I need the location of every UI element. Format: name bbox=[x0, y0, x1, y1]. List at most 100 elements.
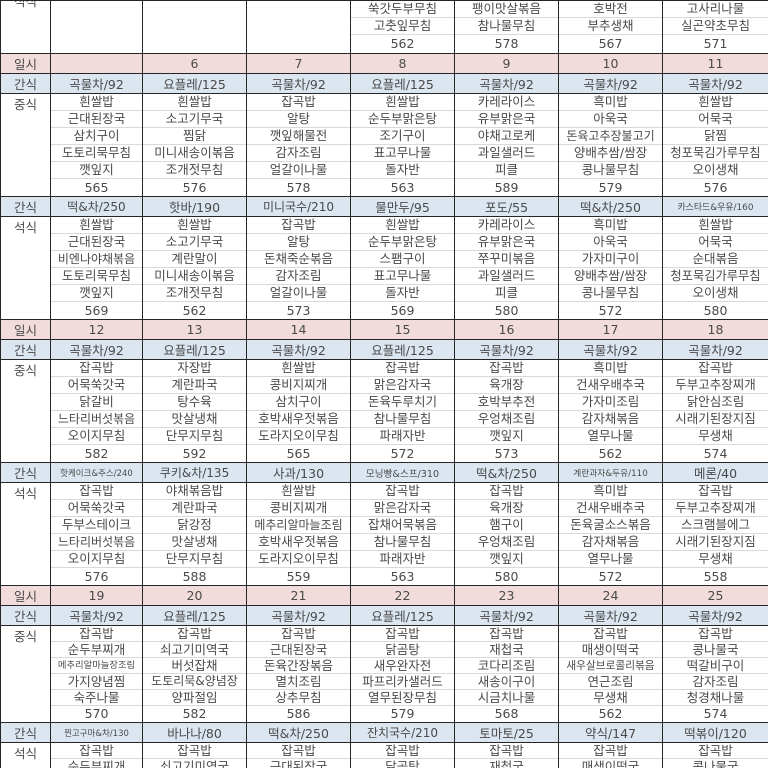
row-label-snack[interactable]: 간식 bbox=[0, 605, 51, 626]
day-cell[interactable]: 19 bbox=[50, 585, 143, 606]
day-cell[interactable] bbox=[50, 53, 143, 74]
row-label-date[interactable]: 일시 bbox=[0, 319, 51, 340]
snack-cell[interactable]: 곡물차/92 bbox=[246, 73, 351, 94]
row-label-dinner[interactable]: 석식 bbox=[0, 216, 51, 320]
lunch-cell[interactable]: 잡곡밥 맑은감자국 돈육두루치기 참나물무침 파래자반 572 bbox=[350, 359, 455, 463]
snack-cell[interactable]: 미니국수/210 bbox=[246, 196, 351, 217]
row-label-snack[interactable]: 간식 bbox=[0, 462, 51, 483]
day-cell[interactable]: 8 bbox=[350, 53, 455, 74]
row-label-lunch[interactable]: 중식 bbox=[0, 359, 51, 463]
dinner-cell[interactable]: 야채볶음밥 계란파국 닭강정 맛살냉채 단무지무침 588 bbox=[142, 482, 247, 586]
snack-cell[interactable]: 곡물차/92 bbox=[558, 605, 663, 626]
dinner-cell[interactable]: 잡곡밥재첩국소불고기새송이구이 bbox=[454, 742, 559, 768]
snack-cell[interactable]: 곡물차/92 bbox=[662, 339, 768, 360]
day-cell[interactable]: 22 bbox=[350, 585, 455, 606]
snack-cell[interactable]: 토마토/25 bbox=[454, 722, 559, 743]
snack-cell[interactable]: 곡물차/92 bbox=[246, 339, 351, 360]
dinner-cell[interactable]: 호박전 부추생채 567 bbox=[558, 0, 663, 54]
snack-cell[interactable]: 떡&차/250 bbox=[454, 462, 559, 483]
snack-cell[interactable]: 핫바/190 bbox=[142, 196, 247, 217]
snack-cell[interactable]: 곡물차/92 bbox=[50, 73, 143, 94]
dinner-cell[interactable]: 고사리나물 실곤약초무침 571 bbox=[662, 0, 768, 54]
dinner-cell[interactable]: 흰쌀밥 순두부맑은탕 스팸구이 표고무나물 돌자반 569 bbox=[350, 216, 455, 320]
snack-cell[interactable]: 찐고구마&차/130 bbox=[50, 722, 143, 743]
day-cell[interactable]: 20 bbox=[142, 585, 247, 606]
snack-cell[interactable]: 떡볶이/120 bbox=[662, 722, 768, 743]
snack-cell[interactable]: 요플레/125 bbox=[350, 73, 455, 94]
day-cell[interactable]: 15 bbox=[350, 319, 455, 340]
dinner-cell[interactable]: 잡곡밥 어묵쑥갓국 두부스테이크 느타리버섯볶음 오이지무침 576 bbox=[50, 482, 143, 586]
row-label-dinner[interactable]: 석식 bbox=[0, 482, 51, 586]
snack-cell[interactable]: 곡물차/92 bbox=[662, 73, 768, 94]
dinner-cell[interactable]: 흰쌀밥 소고기무국 계란말이 미니새송이볶음 조개젓무침 562 bbox=[142, 216, 247, 320]
lunch-cell[interactable]: 흰쌀밥 어묵국 닭찜 청포묵김가루무침 오이생채 576 bbox=[662, 93, 768, 197]
snack-cell[interactable]: 약식/147 bbox=[558, 722, 663, 743]
snack-cell[interactable]: 모닝빵&스프/310 bbox=[350, 462, 455, 483]
dinner-cell[interactable]: 카레라이스 유부맑은국 쭈꾸미볶음 과일샐러드 피클 580 bbox=[454, 216, 559, 320]
snack-cell[interactable]: 요플레/125 bbox=[350, 339, 455, 360]
lunch-cell[interactable]: 흰쌀밥 순두부맑은탕 조기구이 표고무나물 돌자반 563 bbox=[350, 93, 455, 197]
snack-cell[interactable]: 떡&차/250 bbox=[50, 196, 143, 217]
snack-cell[interactable]: 물만두/95 bbox=[350, 196, 455, 217]
row-label-lunch[interactable]: 중식 bbox=[0, 625, 51, 723]
snack-cell[interactable]: 요플레/125 bbox=[350, 605, 455, 626]
snack-cell[interactable]: 메론/40 bbox=[662, 462, 768, 483]
lunch-cell[interactable]: 잡곡밥 두부고추장찌개 닭안심조림 시래기된장지짐 무생채 574 bbox=[662, 359, 768, 463]
row-label-snack[interactable]: 간식 bbox=[0, 73, 51, 94]
snack-cell[interactable]: 포도/55 bbox=[454, 196, 559, 217]
lunch-cell[interactable]: 잡곡밥 닭곰탕 새우완자전 파프리카샐러드 열무된장무침 579 bbox=[350, 625, 455, 723]
snack-cell[interactable]: 계란과자&두유/110 bbox=[558, 462, 663, 483]
day-cell[interactable]: 14 bbox=[246, 319, 351, 340]
dinner-cell[interactable]: 잡곡밥매생이떡국계란말이연근조림 bbox=[558, 742, 663, 768]
snack-cell[interactable]: 곡물차/92 bbox=[662, 605, 768, 626]
day-cell[interactable]: 12 bbox=[50, 319, 143, 340]
snack-cell[interactable]: 요플레/125 bbox=[142, 73, 247, 94]
snack-cell[interactable]: 바나나/80 bbox=[142, 722, 247, 743]
lunch-cell[interactable]: 잡곡밥 쇠고기미역국 버섯잡채 도토리묵&양념장 양파절임 582 bbox=[142, 625, 247, 723]
snack-cell[interactable]: 핫케이크&주스/240 bbox=[50, 462, 143, 483]
dinner-cell[interactable]: 잡곡밥순두부찌개조기구이가지양념찜 bbox=[50, 742, 143, 768]
lunch-cell[interactable]: 카레라이스 유부맑은국 야채고로케 과일샐러드 피클 589 bbox=[454, 93, 559, 197]
row-label-date[interactable]: 일시 bbox=[0, 585, 51, 606]
row-label-lunch[interactable]: 중식 bbox=[0, 93, 51, 197]
day-cell[interactable]: 18 bbox=[662, 319, 768, 340]
lunch-cell[interactable]: 흰쌀밥 콩비지찌개 삼치구이 호박새우젓볶음 도라지오이무침 565 bbox=[246, 359, 351, 463]
lunch-cell[interactable]: 잡곡밥 알탕 깻잎해물전 감자조림 얼갈이나물 578 bbox=[246, 93, 351, 197]
day-cell[interactable]: 6 bbox=[142, 53, 247, 74]
dinner-cell[interactable]: 흰쌀밥 콩비지찌개 메추리알마늘조림 호박새우젓볶음 도라지오이무침 559 bbox=[246, 482, 351, 586]
snack-cell[interactable]: 곡물차/92 bbox=[454, 339, 559, 360]
snack-cell[interactable]: 곡물차/92 bbox=[50, 339, 143, 360]
snack-cell[interactable]: 잔치국수/210 bbox=[350, 722, 455, 743]
snack-cell[interactable]: 곡물차/92 bbox=[558, 73, 663, 94]
snack-cell[interactable]: 곡물차/92 bbox=[454, 605, 559, 626]
row-label-dinner[interactable]: 석식 bbox=[0, 742, 51, 768]
dinner-cell[interactable]: 잡곡밥 두부고추장찌개 스크램블에그 시래기된장지짐 무생채 558 bbox=[662, 482, 768, 586]
snack-cell[interactable]: 요플레/125 bbox=[142, 339, 247, 360]
day-cell[interactable]: 11 bbox=[662, 53, 768, 74]
row-label-date[interactable]: 일시 bbox=[0, 53, 51, 74]
snack-cell[interactable]: 떡&차/250 bbox=[246, 722, 351, 743]
day-cell[interactable]: 23 bbox=[454, 585, 559, 606]
lunch-cell[interactable]: 잡곡밥 재첩국 코다리조림 새송이구이 시금치나물 568 bbox=[454, 625, 559, 723]
snack-cell[interactable]: 곡물차/92 bbox=[558, 339, 663, 360]
day-cell[interactable]: 17 bbox=[558, 319, 663, 340]
snack-cell[interactable]: 카스타드&우유/160 bbox=[662, 196, 768, 217]
row-label-dinner[interactable]: 석식 bbox=[0, 0, 51, 54]
dinner-cell[interactable]: 잡곡밥쇠고기미역국닭살샐러드&드레싱도토리묵&양념장 bbox=[142, 742, 247, 768]
dinner-cell[interactable]: 팽이맛살볶음 참나물무침 578 bbox=[454, 0, 559, 54]
dinner-cell[interactable]: 흑미밥 아욱국 가자미구이 양배추쌈/쌈장 콩나물무침 572 bbox=[558, 216, 663, 320]
day-cell[interactable]: 25 bbox=[662, 585, 768, 606]
snack-cell[interactable]: 떡&차/250 bbox=[558, 196, 663, 217]
lunch-cell[interactable]: 흑미밥 아욱국 돈육고추장불고기 양배추쌈/쌈장 콩나물무침 579 bbox=[558, 93, 663, 197]
day-cell[interactable]: 7 bbox=[246, 53, 351, 74]
dinner-cell[interactable]: 쑥갓두부무침 고춧잎무침 562 bbox=[350, 0, 455, 54]
dinner-cell[interactable]: 흰쌀밥 어묵국 순대볶음 청포묵김가루무침 오이생채 580 bbox=[662, 216, 768, 320]
empty-cell[interactable] bbox=[142, 0, 247, 54]
snack-cell[interactable]: 사과/130 bbox=[246, 462, 351, 483]
dinner-cell[interactable]: 잡곡밥 맑은감자국 잡채어묵볶음 참나물무침 파래자반 563 bbox=[350, 482, 455, 586]
dinner-cell[interactable]: 잡곡밥 육개장 햄구이 우엉채조림 깻잎지 580 bbox=[454, 482, 559, 586]
day-cell[interactable]: 21 bbox=[246, 585, 351, 606]
lunch-cell[interactable]: 흰쌀밥 소고기무국 찜닭 미니새송이볶음 조개젓무침 576 bbox=[142, 93, 247, 197]
dinner-cell[interactable]: 잡곡밥닭곰탕소세지야채볶음파프리카샐러드 bbox=[350, 742, 455, 768]
day-cell[interactable]: 9 bbox=[454, 53, 559, 74]
